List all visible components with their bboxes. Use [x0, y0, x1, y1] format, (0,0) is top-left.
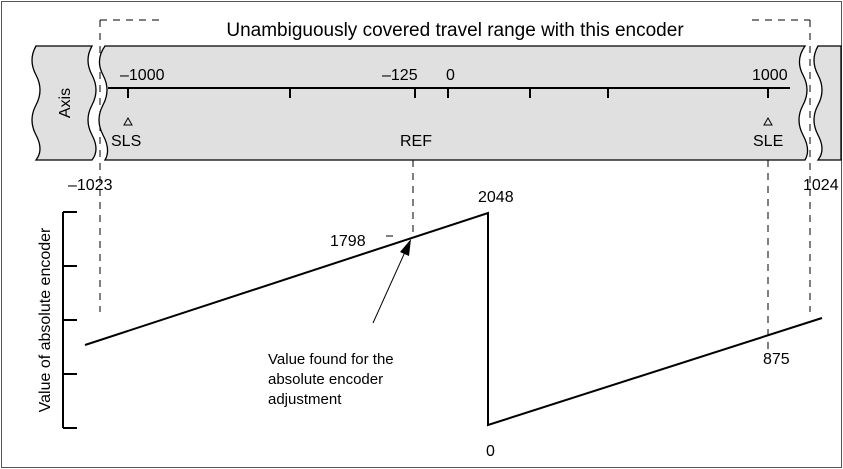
y-axis — [62, 211, 77, 429]
scale-label: 1000 — [752, 67, 788, 84]
annotation: absolute encoder — [268, 371, 383, 388]
value-label: 875 — [763, 351, 790, 368]
scale-label: 0 — [446, 67, 455, 84]
arrow-head — [400, 239, 411, 256]
axis-label: Axis — [57, 88, 74, 118]
arrow-line — [372, 251, 406, 324]
range-bracket — [99, 19, 811, 350]
marker-triangles — [123, 116, 773, 126]
scale-label: –1000 — [120, 67, 165, 84]
title: Unambiguously covered travel range with … — [226, 20, 684, 41]
annotation: adjustment — [268, 391, 342, 408]
range-limit: –1023 — [68, 177, 113, 194]
value-label: 1798 — [330, 233, 366, 250]
axis-band — [31, 45, 842, 161]
scale-label: –125 — [382, 67, 418, 84]
ruler-ticks — [127, 88, 769, 98]
marker-label: SLS — [111, 133, 141, 150]
y-axis-label: Value of absolute encoder — [37, 227, 54, 412]
annotation: Value found for the — [268, 351, 394, 368]
encoder-sawtooth — [84, 211, 823, 427]
marker-label: REF — [400, 133, 432, 150]
marker-label: SLE — [753, 133, 783, 150]
value-label: 0 — [486, 443, 495, 460]
range-limit: 1024 — [803, 177, 839, 194]
value-label: 2048 — [478, 189, 514, 206]
